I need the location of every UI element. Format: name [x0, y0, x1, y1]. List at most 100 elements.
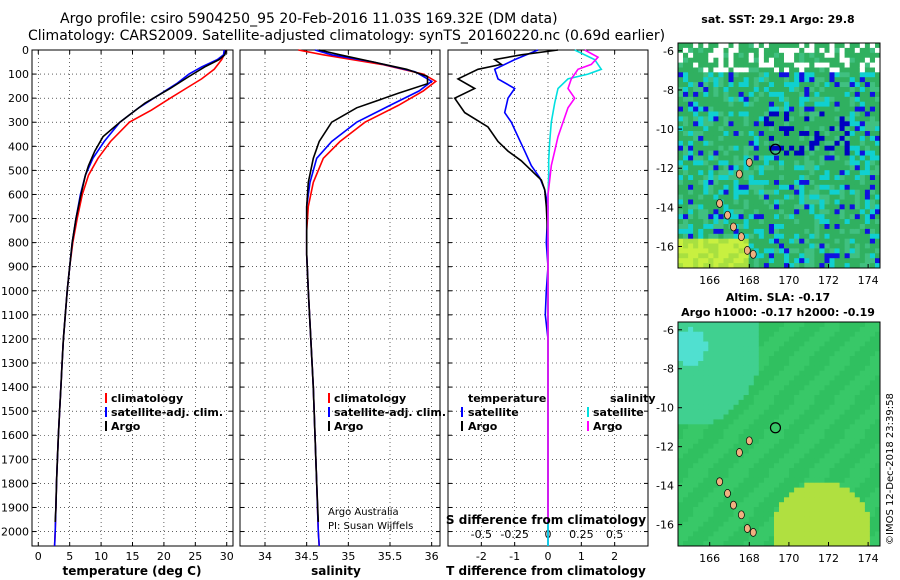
- map-cell: [859, 331, 866, 338]
- map-cell: [839, 463, 846, 469]
- map-cell: [864, 370, 871, 377]
- map-cell: [703, 204, 709, 210]
- map-cell: [763, 170, 770, 176]
- map-cell: [758, 326, 765, 333]
- map-cell: [814, 526, 820, 532]
- map-cell: [728, 248, 734, 254]
- map-cell: [809, 135, 815, 142]
- map-cell: [723, 375, 729, 381]
- map-cell: [839, 380, 846, 386]
- map-cell: [748, 175, 755, 181]
- map-cell: [814, 516, 820, 523]
- map-cell: [809, 77, 815, 83]
- y-tick-label: 1100: [1, 309, 29, 322]
- map-cell: [758, 477, 765, 484]
- map-cell: [693, 91, 699, 98]
- map-cell: [708, 521, 714, 528]
- map-cell: [784, 145, 790, 152]
- island: [738, 232, 745, 242]
- map-cell: [703, 414, 709, 420]
- map-cell: [693, 468, 699, 474]
- map-cell: [728, 175, 734, 181]
- map-cell: [743, 370, 750, 377]
- map-cell: [733, 497, 739, 503]
- map-cell: [748, 238, 755, 245]
- map-cell: [839, 180, 846, 186]
- map-cell: [864, 351, 871, 357]
- map-cell: [829, 111, 835, 117]
- map-cell: [864, 424, 871, 430]
- map-cell: [829, 521, 835, 528]
- map-cell: [763, 502, 770, 508]
- map-cell: [809, 443, 815, 450]
- map-cell: [688, 47, 694, 54]
- map-cell: [693, 253, 699, 259]
- map-cell: [864, 87, 871, 93]
- map-cell: [683, 194, 689, 200]
- map-cell: [708, 253, 714, 259]
- map-cell: [768, 228, 775, 235]
- map-cell: [698, 121, 704, 127]
- map-cell: [864, 47, 871, 54]
- map-cell: [839, 209, 846, 215]
- map-cell: [859, 214, 866, 220]
- map-cell: [693, 263, 699, 269]
- map-cell: [799, 145, 805, 152]
- map-cell: [834, 473, 840, 479]
- map-cell: [784, 67, 790, 73]
- map-cell: [718, 96, 724, 103]
- map-cell: [728, 43, 734, 49]
- map-cell: [728, 72, 734, 78]
- map-cell: [743, 258, 750, 264]
- map-cell: [678, 390, 684, 396]
- map-cell: [713, 160, 719, 166]
- map-cell: [829, 243, 835, 249]
- map-cell: [804, 438, 810, 445]
- map-cell: [733, 477, 739, 484]
- map-cell: [789, 414, 795, 420]
- map-cell: [713, 336, 719, 342]
- map-cell: [774, 175, 780, 181]
- map-cell: [854, 263, 861, 269]
- map-cell: [875, 219, 881, 225]
- map-cell: [683, 209, 689, 215]
- map-cell: [839, 111, 846, 117]
- map-cell: [728, 482, 734, 489]
- map-cell: [794, 224, 800, 230]
- map-cell: [768, 507, 775, 513]
- map-cell: [743, 511, 750, 518]
- map-cell: [789, 155, 795, 161]
- map-cell: [703, 43, 709, 49]
- map-cell: [819, 150, 825, 156]
- map-cell: [869, 414, 876, 420]
- map-cell: [728, 180, 734, 186]
- map-cell: [789, 160, 795, 166]
- map-cell: [809, 194, 815, 200]
- map-cell: [763, 204, 770, 210]
- map-cell: [758, 395, 765, 401]
- map-cell: [774, 184, 780, 191]
- map-cell: [869, 404, 876, 411]
- map-cell: [774, 395, 780, 401]
- map-cell: [849, 521, 856, 528]
- map-cell: [854, 160, 861, 166]
- map-cell: [869, 526, 876, 532]
- map-cell: [678, 57, 684, 64]
- map-cell: [728, 87, 734, 93]
- map-cell: [774, 160, 780, 166]
- map-cell: [758, 194, 765, 200]
- map-cell: [753, 228, 760, 235]
- map-cell: [824, 414, 830, 420]
- map-cell: [819, 170, 825, 176]
- map-cell: [688, 473, 694, 479]
- map-cell: [738, 487, 745, 493]
- map-cell: [738, 263, 745, 269]
- map-cell: [824, 62, 830, 68]
- map-cell: [864, 199, 871, 205]
- map-cell: [698, 248, 704, 254]
- x-tick-label: 20: [157, 550, 171, 563]
- map-cell: [708, 365, 714, 372]
- map-cell: [693, 409, 699, 416]
- map-cell: [875, 160, 881, 166]
- map-cell: [829, 62, 835, 68]
